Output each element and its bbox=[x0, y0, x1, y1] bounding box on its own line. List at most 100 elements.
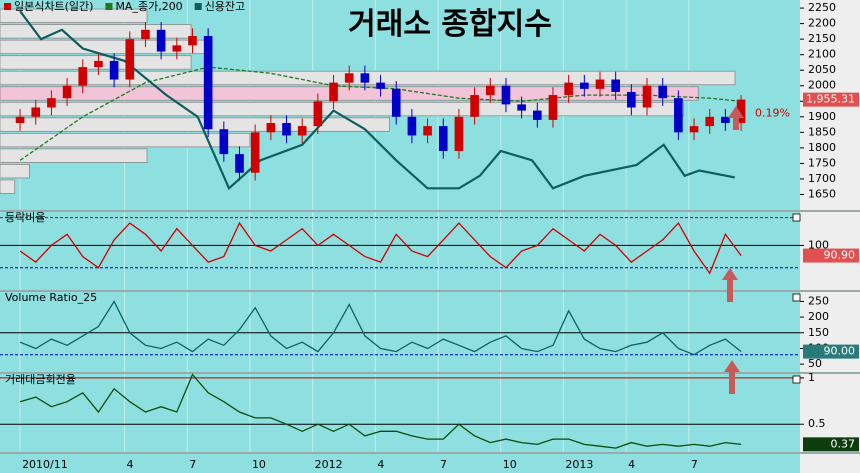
legend-swatch bbox=[4, 3, 11, 10]
arrow bbox=[728, 106, 744, 130]
candle-body bbox=[658, 85, 668, 99]
candle-body bbox=[423, 126, 432, 136]
candle-body bbox=[501, 85, 511, 105]
y-tick-label: 100 bbox=[808, 238, 829, 251]
change-label: 0.19% bbox=[755, 107, 790, 120]
candle-body bbox=[329, 82, 338, 102]
separator bbox=[0, 372, 860, 374]
candle-body bbox=[235, 154, 244, 173]
panel-title: Volume Ratio_25 bbox=[5, 291, 97, 304]
y-tick-label: 150 bbox=[808, 326, 829, 339]
x-tick-label: 2010/11 bbox=[22, 458, 68, 471]
volume-profile-bar bbox=[0, 101, 684, 117]
y-tick-label: 200 bbox=[808, 310, 829, 323]
candle-body bbox=[407, 116, 417, 136]
candle-body bbox=[78, 67, 88, 86]
legend-swatch bbox=[105, 3, 113, 10]
candle-body bbox=[627, 91, 636, 108]
candle-body bbox=[705, 116, 715, 127]
x-tick-label: 4 bbox=[628, 458, 635, 471]
y-tick-label: 2200 bbox=[808, 17, 836, 30]
candle-body bbox=[188, 36, 197, 46]
candle-body bbox=[642, 85, 652, 108]
panel-menu bbox=[792, 213, 801, 222]
axis-area bbox=[800, 0, 860, 473]
series-line bbox=[19, 300, 742, 356]
y-tick-label: 2050 bbox=[808, 63, 836, 76]
candle-body bbox=[532, 110, 542, 120]
legend-label: MA_종가,200 bbox=[115, 0, 182, 13]
last-value-label: 0.37 bbox=[831, 437, 856, 450]
candle-body bbox=[344, 73, 354, 83]
candle-body bbox=[297, 126, 307, 136]
arrow bbox=[724, 360, 740, 394]
separator bbox=[0, 290, 860, 292]
volume-profile-bar bbox=[0, 148, 148, 163]
candle-body bbox=[250, 132, 260, 173]
candle-body bbox=[15, 116, 25, 124]
y-tick-label: 50 bbox=[808, 357, 822, 370]
series-line bbox=[19, 221, 742, 275]
y-tick-label: 2150 bbox=[808, 32, 836, 45]
legend-swatch bbox=[194, 3, 202, 10]
candle-body bbox=[266, 123, 276, 133]
candle-body bbox=[47, 98, 56, 108]
y-tick-label: 250 bbox=[808, 294, 829, 307]
y-tick-label: 2250 bbox=[808, 1, 836, 14]
candle-body bbox=[736, 99, 746, 124]
x-tick-label: 7 bbox=[691, 458, 698, 471]
y-tick-label: 1750 bbox=[808, 156, 836, 169]
candle-body bbox=[689, 126, 699, 133]
candle-body bbox=[156, 29, 166, 52]
candle-body bbox=[548, 95, 558, 120]
y-tick-label: 1900 bbox=[808, 110, 836, 123]
candle-body bbox=[470, 95, 479, 117]
candle-body bbox=[454, 116, 464, 151]
last-value-box bbox=[803, 437, 859, 452]
x-tick-label: 4 bbox=[127, 458, 134, 471]
x-tick-label: 4 bbox=[377, 458, 384, 471]
candle-body bbox=[376, 82, 385, 89]
candle-body bbox=[109, 60, 119, 80]
candle-body bbox=[438, 126, 448, 151]
candle-body bbox=[172, 45, 182, 52]
last-value-box bbox=[803, 92, 859, 107]
separator bbox=[0, 210, 860, 212]
candle-body bbox=[360, 73, 370, 83]
annotation-arrows bbox=[722, 106, 744, 394]
panel-title: 거래대금회전율 bbox=[5, 373, 76, 386]
y-tick-label: 0.5 bbox=[808, 417, 826, 430]
panel-menu bbox=[792, 293, 801, 302]
chart-title: 거래소 종합지수 bbox=[348, 7, 552, 42]
x-tick-label: 10 bbox=[252, 458, 266, 471]
series-line bbox=[19, 66, 742, 161]
candle-body bbox=[313, 101, 323, 127]
candle-body bbox=[282, 123, 291, 136]
candle-body bbox=[62, 85, 72, 99]
last-value-box bbox=[803, 248, 859, 263]
candle-body bbox=[94, 60, 103, 68]
y-tick-label: 2000 bbox=[808, 79, 836, 92]
x-tick-label: 7 bbox=[189, 458, 196, 471]
separator bbox=[0, 452, 860, 454]
last-value-box bbox=[803, 344, 859, 359]
candle-body bbox=[485, 85, 495, 96]
volume-profile-bar bbox=[0, 179, 16, 194]
x-tick-label: 2013 bbox=[565, 458, 593, 471]
series-line bbox=[19, 10, 736, 191]
last-value-label: 90.90 bbox=[824, 249, 856, 262]
candle-body bbox=[674, 98, 683, 133]
candle-body bbox=[219, 129, 229, 155]
x-tick-label: 10 bbox=[503, 458, 517, 471]
y-tick-label: 1700 bbox=[808, 172, 836, 185]
legend-label: 신용잔고 bbox=[205, 0, 245, 13]
volume-profile-bar bbox=[0, 117, 390, 132]
candle-body bbox=[580, 82, 589, 89]
candle-body bbox=[517, 104, 526, 111]
arrow bbox=[722, 268, 738, 302]
candle-body bbox=[31, 107, 41, 117]
panel-title: 등락비율 bbox=[5, 211, 45, 224]
